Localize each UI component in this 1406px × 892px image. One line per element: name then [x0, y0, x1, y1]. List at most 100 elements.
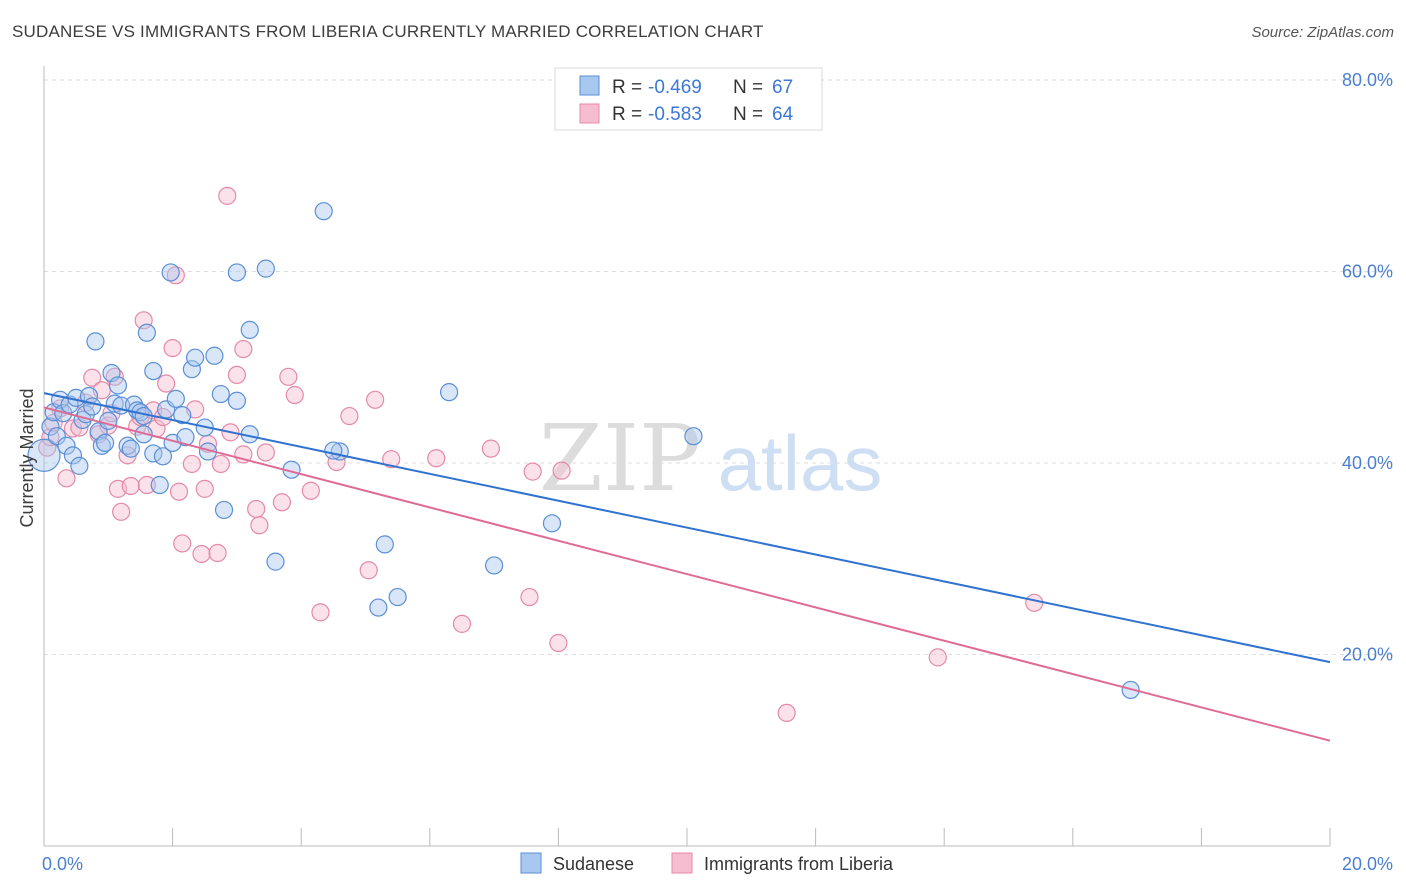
legend-n-label: N =: [733, 77, 763, 98]
legend-n-value: 64: [772, 104, 794, 125]
sudanese-point: [144, 361, 163, 381]
liberia-point: [57, 469, 76, 488]
liberia-point: [256, 443, 275, 462]
sudanese-point: [485, 556, 504, 575]
liberia-point: [272, 493, 292, 512]
y-tick-label: 20.0%: [1342, 645, 1393, 665]
y-axis-label: Currently Married: [17, 388, 37, 527]
legend-n-label: N =: [733, 104, 763, 125]
watermark: ZIP atlas: [539, 405, 882, 512]
sudanese-point: [57, 436, 76, 455]
sudanese-point: [108, 376, 128, 395]
sudanese-point: [121, 439, 140, 458]
sudanese-point: [70, 456, 89, 475]
sudanese-point: [542, 514, 562, 533]
sudanese-point: [137, 323, 156, 342]
liberia-point: [121, 476, 140, 496]
liberia-point: [359, 561, 378, 580]
sudanese-point: [684, 427, 703, 446]
sudanese-point: [153, 447, 173, 466]
liberia-point: [157, 374, 176, 393]
sudanese-point: [205, 346, 224, 365]
sudanese-point: [186, 348, 205, 367]
liberia-point: [182, 454, 201, 474]
sudanese-point: [79, 386, 99, 406]
liberia-point: [169, 482, 189, 501]
sudanese-point: [99, 411, 118, 430]
sudanese-point: [256, 259, 275, 278]
liberia-point: [234, 339, 253, 359]
sudanese-point: [227, 263, 246, 282]
liberia-point: [777, 703, 796, 723]
legend-r-label: R =: [612, 104, 642, 125]
tick-labels: 20.0% 40.0% 60.0% 80.0% 0.0% 20.0%: [42, 70, 1393, 874]
liberia-point: [301, 481, 320, 500]
sudanese-point: [214, 500, 234, 520]
y-tick-label: 60.0%: [1342, 262, 1393, 282]
liberia-point: [112, 502, 131, 521]
chart-title: SUDANESE VS IMMIGRANTS FROM LIBERIA CURR…: [12, 22, 764, 41]
legend-label-liberia: Immigrants from Liberia: [704, 854, 894, 874]
correlation-legend: R = -0.469 N = 67 R = -0.583 N = 64: [554, 67, 823, 131]
sudanese-point: [47, 427, 66, 446]
trend-lines: [43, 392, 1331, 742]
sudanese-point: [388, 587, 407, 607]
liberia-point: [137, 475, 156, 495]
legend-swatch-sudanese: [579, 75, 600, 96]
chart-source: Source: ZipAtlas.com: [1251, 24, 1394, 41]
y-tick-label: 80.0%: [1342, 70, 1393, 90]
sudanese-point: [161, 263, 180, 282]
grid-lines: [44, 79, 1392, 655]
liberia-point: [227, 365, 246, 385]
sudanese-point: [324, 441, 343, 460]
sudanese-point: [86, 332, 105, 351]
sudanese-point: [227, 391, 246, 410]
y-tick-label: 40.0%: [1342, 453, 1393, 473]
sudanese-point: [41, 417, 60, 436]
liberia-point: [481, 439, 500, 458]
sudanese-point: [369, 598, 388, 617]
liberia-point: [427, 449, 446, 468]
liberia-point: [382, 450, 401, 469]
liberia-point: [340, 406, 359, 426]
liberia-point: [311, 603, 330, 622]
sudanese-point: [27, 438, 61, 472]
watermark-atlas: atlas: [718, 419, 883, 507]
liberia-point: [279, 367, 298, 386]
sudanese-point: [63, 446, 83, 465]
sudanese-point: [182, 360, 201, 379]
sudanese-point: [375, 535, 394, 554]
sudanese-point: [150, 475, 169, 495]
liberia-point: [218, 186, 237, 205]
sudanese-point: [173, 406, 192, 425]
x-tick-label: 20.0%: [1342, 854, 1393, 874]
liberia-point: [1025, 593, 1044, 612]
liberia-point: [285, 385, 304, 405]
legend-r-value: -0.583: [648, 104, 702, 125]
liberia-point: [928, 648, 947, 667]
liberia-point: [549, 633, 568, 653]
series-legend: Sudanese Immigrants from Liberia: [520, 852, 894, 874]
liberia-point: [520, 587, 539, 607]
sudanese-point: [439, 383, 459, 402]
sudanese-point: [166, 389, 185, 408]
liberia-point: [83, 368, 102, 387]
sudanese-point: [176, 428, 195, 447]
liberia-point: [250, 516, 269, 535]
legend-r-value: -0.469: [648, 77, 702, 98]
sudanese-point: [266, 552, 285, 571]
sudanese-trend-line: [43, 392, 1331, 664]
liberia-point: [192, 544, 211, 564]
sudanese-point: [314, 202, 333, 221]
liberia-point: [366, 390, 385, 409]
liberia-point: [208, 543, 227, 563]
sudanese-point: [211, 384, 230, 404]
legend-swatch-liberia: [671, 852, 693, 874]
x-tick-label: 0.0%: [42, 854, 83, 874]
legend-r-label: R =: [612, 77, 642, 98]
sudanese-point: [240, 320, 259, 340]
liberia-point: [211, 454, 230, 474]
legend-label-sudanese: Sudanese: [553, 854, 634, 874]
liberia-point: [523, 462, 542, 481]
